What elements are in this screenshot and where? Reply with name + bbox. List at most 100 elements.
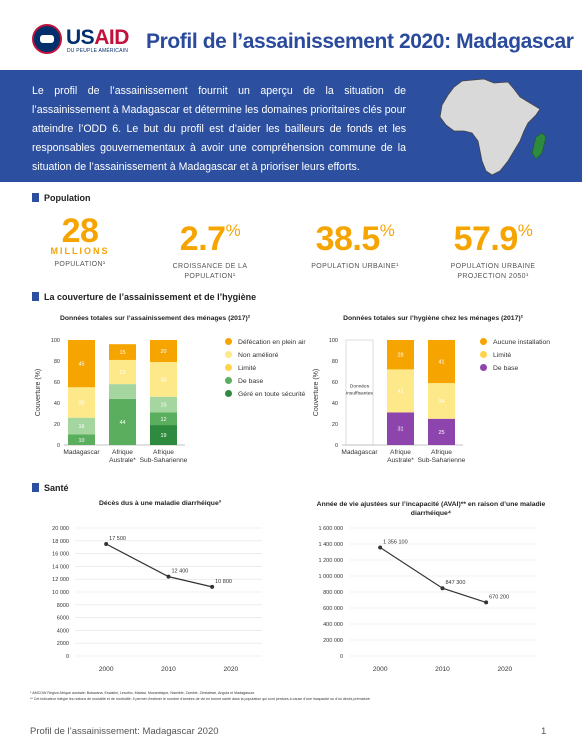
y-tick-label: 60 bbox=[332, 380, 338, 386]
series-line bbox=[379, 547, 487, 603]
bar-data-label: 10 bbox=[78, 438, 84, 444]
bar-segment bbox=[68, 340, 95, 388]
legend-label: Aucune installation bbox=[493, 339, 551, 346]
legend-label: De base bbox=[493, 365, 519, 372]
y-tick-label: 18 000 bbox=[52, 539, 69, 545]
y-tick-label: 200 000 bbox=[323, 638, 343, 644]
y-tick-label: 6000 bbox=[57, 616, 69, 622]
bar-segment bbox=[150, 412, 177, 426]
intro-text: Le profil de l’assainissement fournit un… bbox=[32, 85, 406, 173]
bar-segment bbox=[387, 412, 414, 445]
data-point-label: 847 300 bbox=[446, 580, 466, 586]
bar-data-label: 25 bbox=[438, 430, 444, 436]
bar-segment bbox=[109, 398, 136, 445]
stat-value: 38.5% bbox=[315, 220, 395, 258]
legend-label: Géré en toute sécurité bbox=[238, 391, 306, 398]
no-data-note: Données bbox=[350, 383, 370, 389]
logo-name: USAID bbox=[66, 26, 129, 49]
bar-data-label: 12 bbox=[160, 417, 166, 423]
y-tick-label: 16 000 bbox=[52, 552, 69, 558]
sanitation-chart: Couverture (%) 0 20 40 60 80 100 10 16 29 45 Madaga… bbox=[35, 338, 188, 464]
bar-data-label: 19 bbox=[160, 433, 166, 439]
y-tick-label: 1 600 000 bbox=[319, 526, 343, 532]
data-point bbox=[104, 542, 109, 546]
y-tick-label: 60 bbox=[54, 380, 60, 386]
hygiene-legend: Aucune installation Limité De base bbox=[480, 338, 550, 377]
x-tick-label: 2020 bbox=[223, 666, 238, 673]
bar-data-label: 41 bbox=[397, 389, 403, 395]
deaths-chart: 0 2000 4000 6000 8000 10 000 12 000 14 000 16 00… bbox=[52, 526, 262, 673]
x-category-label: Madagascar bbox=[341, 449, 378, 456]
footnote-1: * AMCOW Région Afrique australe: Botswan… bbox=[30, 691, 255, 695]
y-tick-label: 80 bbox=[54, 359, 60, 365]
legend-item: Limité bbox=[225, 364, 306, 377]
legend-swatch bbox=[225, 390, 232, 397]
bar-data-label: 15 bbox=[160, 403, 166, 409]
stat-unit: % bbox=[225, 221, 241, 240]
data-point-label: 670 200 bbox=[489, 594, 509, 600]
y-tick-label: 100 bbox=[329, 338, 338, 344]
bar-segment bbox=[68, 387, 95, 418]
health-heading: Santé bbox=[32, 483, 69, 493]
bar-data-label: 44 bbox=[119, 420, 125, 426]
stat-label: POPULATION URBAINE PROJECTION 2050¹ bbox=[450, 263, 536, 280]
no-data-note: insuffisantes bbox=[346, 390, 373, 396]
bar-data-label: 34 bbox=[438, 399, 444, 405]
legend-item: Limité bbox=[480, 351, 550, 364]
data-point bbox=[484, 600, 489, 605]
no-data-box bbox=[345, 339, 374, 446]
bar-data-label: 31 bbox=[397, 427, 403, 433]
legend-label: Limité bbox=[493, 352, 512, 359]
bar-segment bbox=[68, 417, 95, 435]
bar-segment bbox=[150, 396, 177, 413]
bar-segment bbox=[150, 425, 177, 445]
stat-label: POPULATION¹ bbox=[54, 261, 106, 268]
bar-data-label: 20 bbox=[160, 349, 166, 355]
legend-item: Géré en toute sécurité bbox=[225, 390, 306, 403]
stat-sub: MILLIONS bbox=[50, 246, 110, 256]
bar-data-label: 16 bbox=[78, 424, 84, 430]
africa-map-icon bbox=[439, 78, 547, 176]
population-stat: 2.7% CROISSANCE DE LA POPULATION¹ bbox=[150, 214, 270, 282]
x-tick-label: 2020 bbox=[497, 666, 512, 673]
x-tick-label: 2010 bbox=[161, 666, 176, 673]
footer-text: Profil de l’assainissement: Madagascar 2… bbox=[30, 726, 219, 737]
y-tick-label: 800 000 bbox=[323, 590, 343, 596]
coverage-heading: La couverture de l’assainissement et de … bbox=[32, 292, 256, 302]
bar-segment bbox=[109, 384, 136, 399]
hygiene-chart: Couverture (%) 0 20 40 60 80 100 Donnéesinsuffi… bbox=[313, 338, 466, 464]
bar-data-label: 33 bbox=[160, 377, 166, 383]
population-stat: 57.9% POPULATION URBAINE PROJECTION 2050¹ bbox=[428, 214, 558, 282]
footnotes: * AMCOW Région Afrique australe: Botswan… bbox=[30, 690, 560, 702]
y-tick-label: 80 bbox=[332, 359, 338, 365]
legend-item: De base bbox=[480, 364, 550, 377]
page-number: 1 bbox=[541, 726, 547, 737]
bar-segment bbox=[387, 340, 414, 370]
legend-label: Défécation en plein air bbox=[238, 339, 306, 346]
stat-unit: % bbox=[379, 221, 395, 240]
x-tick-label: 2000 bbox=[99, 666, 114, 673]
bar-data-label: 29 bbox=[78, 400, 84, 406]
y-tick-label: 20 bbox=[332, 422, 338, 428]
population-stat: 28 MILLIONS POPULATION¹ bbox=[30, 214, 130, 270]
legend-label: Non amélioré bbox=[238, 352, 279, 359]
bar-segment bbox=[428, 340, 455, 384]
header: USAID DU PEUPLE AMÉRICAIN Profil de l’as… bbox=[0, 0, 582, 70]
page-title: Profil de l’assainissement 2020: Madagas… bbox=[146, 30, 574, 53]
stat-value: 57.9% bbox=[453, 220, 533, 258]
y-tick-label: 20 000 bbox=[52, 526, 69, 532]
data-point-label: 12 400 bbox=[172, 569, 189, 575]
legend-swatch bbox=[225, 364, 232, 371]
y-tick-label: 20 bbox=[54, 422, 60, 428]
data-point bbox=[440, 586, 445, 591]
y-tick-label: 600 000 bbox=[323, 606, 343, 612]
bar-segment bbox=[150, 362, 177, 397]
x-category-label: Australe* bbox=[387, 457, 414, 464]
y-tick-label: 400 000 bbox=[323, 622, 343, 628]
data-point bbox=[210, 584, 215, 589]
legend-item: Non amélioré bbox=[225, 351, 306, 364]
legend-swatch bbox=[480, 338, 487, 345]
bar-segment bbox=[109, 359, 136, 385]
x-tick-label: 2010 bbox=[435, 666, 450, 673]
y-tick-label: 2000 bbox=[57, 641, 69, 647]
